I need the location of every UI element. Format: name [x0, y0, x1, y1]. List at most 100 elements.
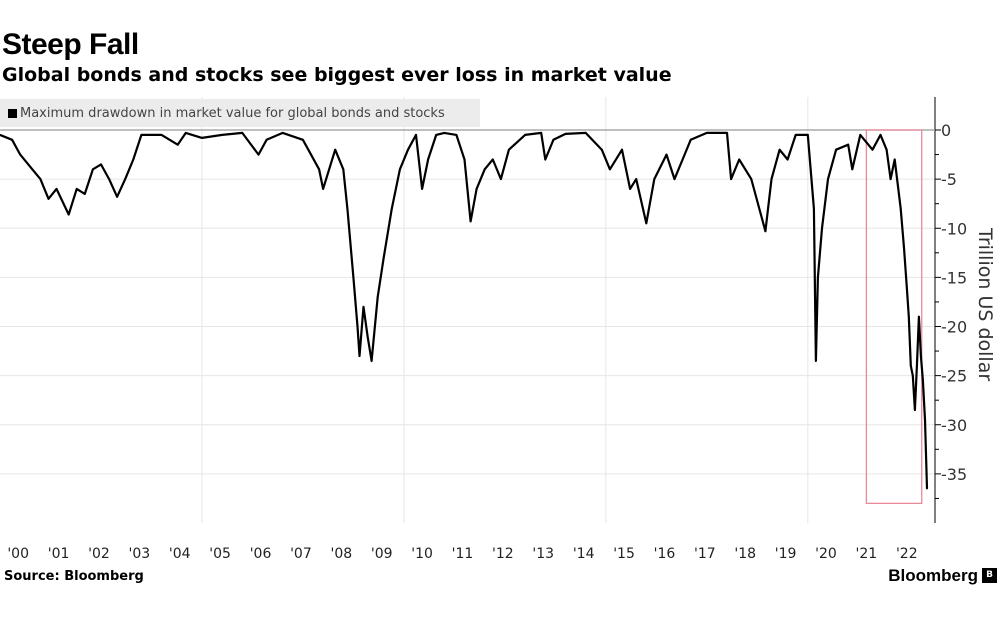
- data-point: [124, 178, 127, 180]
- data-point: [362, 306, 365, 308]
- data-point: [241, 132, 244, 134]
- data-point: [140, 134, 143, 136]
- data-point: [910, 365, 912, 367]
- data-point: [730, 178, 732, 180]
- data-point: [827, 178, 829, 180]
- data-point: [463, 158, 466, 161]
- data-point: [889, 178, 892, 180]
- data-point: [358, 355, 361, 357]
- data-point: [905, 286, 908, 289]
- data-point: [847, 143, 850, 146]
- data-point: [39, 178, 42, 180]
- bloomberg-logo-icon: B: [982, 568, 997, 583]
- data-point: [427, 158, 429, 161]
- data-point: [903, 247, 905, 249]
- data-point: [55, 188, 58, 190]
- data-point: [11, 139, 13, 141]
- data-point: [918, 315, 920, 318]
- x-tick-label: '17: [694, 546, 716, 562]
- data-point: [116, 196, 118, 198]
- data-point: [421, 188, 423, 190]
- data-point: [508, 148, 510, 151]
- data-point: [540, 132, 543, 134]
- data-point: [302, 139, 304, 141]
- data-point: [257, 153, 260, 156]
- data-point: [221, 134, 223, 136]
- y-tick-label: -20: [941, 318, 967, 337]
- data-point: [382, 256, 385, 259]
- data-point: [176, 143, 179, 146]
- data-point: [201, 137, 203, 139]
- y-tick-label: -25: [941, 367, 967, 386]
- data-point: [817, 276, 819, 279]
- x-tick-label: '22: [896, 546, 918, 562]
- x-tick-label: '15: [613, 546, 635, 562]
- data-point: [786, 158, 789, 161]
- data-point: [0, 134, 1, 136]
- data-point: [813, 207, 815, 210]
- chart-legend: Maximum drawdown in market value for glo…: [0, 99, 480, 127]
- data-point: [899, 207, 902, 210]
- data-point: [726, 132, 728, 134]
- data-point: [376, 296, 379, 298]
- data-point: [770, 178, 773, 180]
- x-tick-label: '01: [48, 546, 70, 562]
- legend-label: Maximum drawdown in market value for glo…: [20, 105, 445, 121]
- data-point: [469, 220, 472, 223]
- data-point: [356, 325, 359, 328]
- y-tick-label: 0: [941, 121, 951, 140]
- data-point: [160, 134, 163, 136]
- data-point: [922, 379, 924, 382]
- x-tick-label: '02: [88, 546, 110, 562]
- x-tick-label: '07: [290, 546, 312, 562]
- data-point: [265, 139, 268, 141]
- x-tick-label: '08: [330, 546, 352, 562]
- data-point: [108, 178, 110, 180]
- data-point: [885, 148, 888, 151]
- data-point: [100, 163, 102, 166]
- data-point: [673, 178, 676, 180]
- data-point: [475, 188, 478, 190]
- y-tick-label: -30: [941, 416, 967, 435]
- data-point: [185, 132, 187, 134]
- x-tick-label: '06: [250, 546, 272, 562]
- x-tick-label: '21: [856, 546, 878, 562]
- data-point: [912, 374, 914, 377]
- legend-swatch: [8, 108, 17, 118]
- data-point: [653, 178, 656, 180]
- data-point: [67, 213, 70, 216]
- y-tick-label: -5: [941, 170, 957, 189]
- data-point: [629, 188, 631, 190]
- data-point: [346, 207, 349, 210]
- data-point: [322, 188, 324, 190]
- chart-subtitle: Global bonds and stocks see biggest ever…: [2, 64, 672, 86]
- x-tick-label: '20: [815, 546, 837, 562]
- data-point: [84, 193, 86, 195]
- data-point: [352, 276, 355, 279]
- data-point: [815, 360, 817, 362]
- data-point: [281, 132, 284, 134]
- brand-name: Bloomberg: [888, 566, 978, 585]
- data-point: [879, 134, 882, 136]
- data-point: [47, 197, 50, 200]
- source-note: Source: Bloomberg: [4, 569, 144, 584]
- x-tick-label: '04: [169, 546, 191, 562]
- x-tick-label: '05: [209, 546, 231, 562]
- data-point: [524, 134, 526, 136]
- data-point: [483, 168, 486, 171]
- data-point: [552, 139, 555, 141]
- data-point: [491, 158, 494, 161]
- data-point: [443, 132, 446, 134]
- x-tick-label: '16: [654, 546, 676, 562]
- data-point: [407, 148, 409, 151]
- data-point: [366, 335, 369, 338]
- data-point: [92, 168, 94, 171]
- data-point: [635, 178, 637, 180]
- chart-title: Steep Fall: [2, 28, 139, 61]
- data-point: [778, 148, 781, 151]
- data-point: [821, 227, 823, 230]
- data-point: [916, 365, 918, 367]
- data-point: [893, 158, 896, 161]
- data-point: [544, 158, 547, 161]
- data-point: [564, 133, 567, 135]
